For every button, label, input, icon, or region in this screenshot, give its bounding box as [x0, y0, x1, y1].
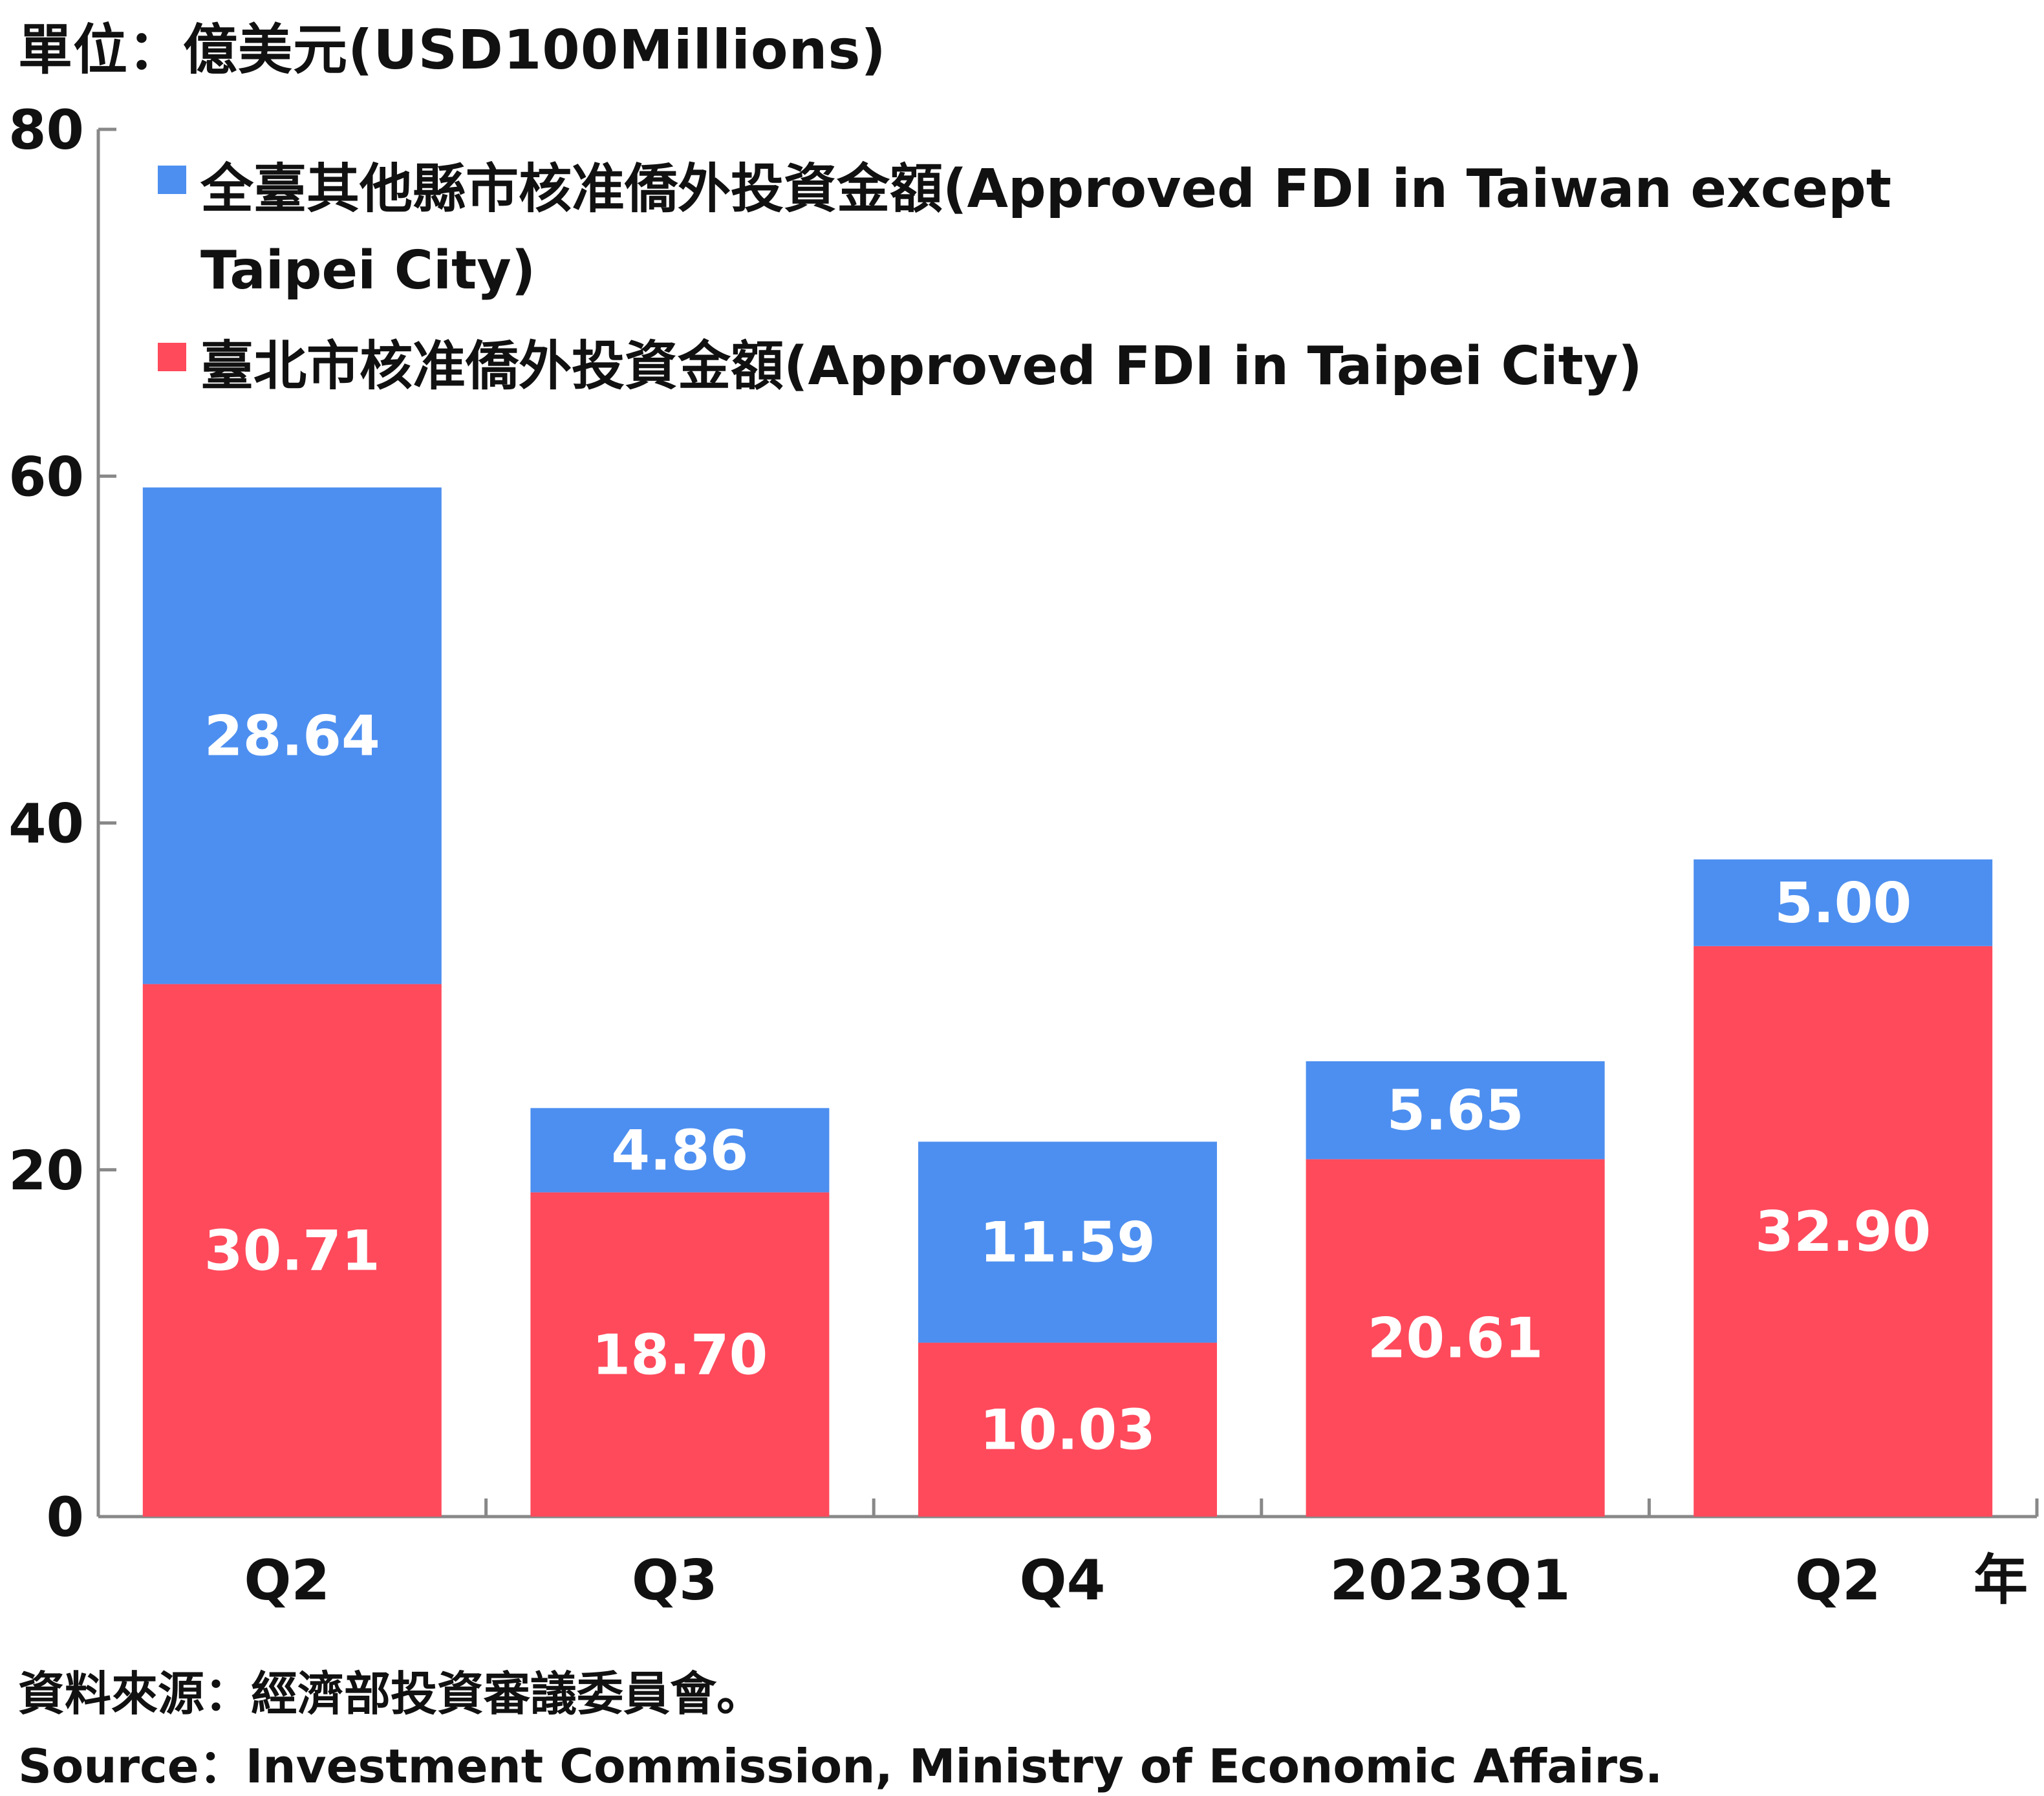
bar-other [142, 487, 442, 984]
x-axis-year-suffix: 年 [1974, 1548, 2028, 1612]
x-tick-label: 2023Q1 [1329, 1548, 1570, 1613]
y-axis: 0 20 40 60 80 [8, 98, 116, 1549]
data-labels-group: 30.71 28.64 18.70 4.86 10.03 11.59 20.61 5.65 32… [204, 704, 1931, 1463]
source-en: Source：Investment Commission, Ministry o… [18, 1739, 1663, 1793]
legend-label-taipei: 臺北市核准僑外投資金額(Approved FDI in Taipei City) [200, 336, 1642, 397]
data-label-other: 5.65 [1387, 1079, 1524, 1143]
data-label-taipei: 20.61 [1368, 1306, 1544, 1371]
x-tick-label: Q3 [632, 1548, 718, 1613]
bar-taipei [1306, 1159, 1605, 1517]
x-tick-label: Q4 [1020, 1548, 1106, 1613]
data-label-taipei: 10.03 [980, 1398, 1156, 1463]
y-tick-label: 0 [47, 1486, 84, 1549]
legend: 全臺其他縣市核准僑外投資金額(Approved FDI in Taiwan ex… [158, 149, 1968, 422]
bar-other [530, 1108, 830, 1193]
data-label-taipei: 18.70 [592, 1323, 768, 1387]
unit-label: 單位：億美元(USD100Millions) [18, 18, 887, 81]
bar-taipei [142, 984, 442, 1517]
y-tick-label: 80 [8, 98, 84, 162]
data-label-other: 5.00 [1774, 871, 1911, 936]
y-tick-label: 20 [8, 1139, 84, 1202]
legend-swatch-taipei [158, 343, 186, 371]
data-label-other: 28.64 [204, 704, 380, 769]
bar-taipei [1694, 946, 1993, 1517]
y-tick-label: 60 [8, 445, 84, 508]
bar-taipei [918, 1343, 1217, 1517]
x-tick-label: Q2 [1795, 1548, 1881, 1613]
legend-swatch-other [158, 166, 186, 194]
bar-other [918, 1141, 1217, 1343]
bars-group [142, 487, 1993, 1517]
legend-item-taipei: 臺北市核准僑外投資金額(Approved FDI in Taipei City) [158, 326, 1968, 407]
stacked-bar-chart: 0 20 40 60 80 Q2 Q3 Q4 2023Q1 Q2 30.71 28.64 18.70… [8, 98, 2039, 1613]
bar-other [1306, 1061, 1605, 1160]
data-label-other: 4.86 [611, 1118, 748, 1183]
legend-item-other: 全臺其他縣市核准僑外投資金額(Approved FDI in Taiwan ex… [158, 149, 1968, 312]
data-label-taipei: 32.90 [1755, 1200, 1931, 1264]
y-tick-label: 40 [8, 792, 84, 856]
legend-label-other: 全臺其他縣市核准僑外投資金額(Approved FDI in Taiwan ex… [200, 158, 1892, 301]
bar-other [1694, 859, 1993, 946]
bar-taipei [530, 1192, 830, 1517]
data-label-taipei: 30.71 [204, 1218, 380, 1283]
x-tick-label: Q2 [244, 1548, 330, 1613]
data-label-other: 11.59 [980, 1211, 1156, 1275]
source-zh: 資料來源：經濟部投資審議委員會。 [18, 1667, 764, 1721]
